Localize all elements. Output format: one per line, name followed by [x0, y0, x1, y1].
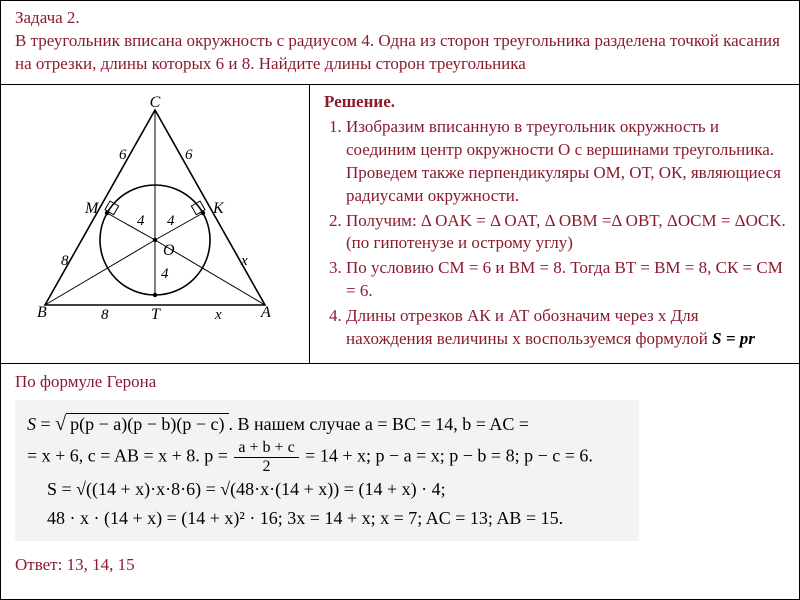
solution-list: Изобразим вписанную в треугольник окружн… — [324, 116, 787, 351]
problem-text: В треугольник вписана окружность с радиу… — [15, 31, 780, 73]
heron-line2-pre: = x + 6, c = AB = x + 8. p = — [27, 446, 232, 466]
problem-cell: Задача 2. В треугольник вписана окружнос… — [1, 1, 799, 85]
solution-step-3: По условию СМ = 6 и ВМ = 8. Тогда ВТ = В… — [346, 257, 787, 303]
point-m-label: M — [84, 200, 100, 217]
seg-cm: 6 — [119, 147, 127, 163]
solution-step-4-text: Длины отрезков АК и АТ обозначим через х… — [346, 306, 708, 348]
heron-cell: По формуле Герона S = √p(p − a)(p − b)(p… — [1, 364, 799, 585]
solution-title: Решение. — [324, 91, 787, 114]
worksheet-page: Задача 2. В треугольник вписана окружнос… — [0, 0, 800, 600]
center-o-label: O — [163, 242, 175, 259]
heron-frac-den: 2 — [234, 458, 298, 475]
vertex-c-label: C — [150, 95, 161, 111]
heron-line-3: S = √((14 + x)·x·8·6) = √(48·x·(14 + x))… — [27, 475, 627, 504]
seg-at: x — [214, 307, 222, 323]
solution-step-2: Получим: Δ OAK = Δ OAT, Δ OBM =Δ OBT, ΔO… — [346, 210, 787, 256]
seg-ck: 6 — [185, 147, 193, 163]
heron-line-2: = x + 6, c = AB = x + 8. p = a + b + c 2… — [27, 440, 627, 475]
seg-bm: 8 — [61, 253, 69, 269]
solution-step-4: Длины отрезков АК и АТ обозначим через х… — [346, 305, 787, 351]
heron-line1-post: . В нашем случае a = BC = 14, b = AC = — [229, 414, 530, 434]
diagram-solution-row: C B A O M K T 6 6 8 8 x x 4 4 4 Решение. — [1, 85, 799, 364]
problem-title: Задача 2. — [15, 7, 785, 30]
answer-line: Ответ: 13, 14, 15 — [15, 555, 785, 575]
triangle-diagram: C B A O M K T 6 6 8 8 x x 4 4 4 — [25, 95, 285, 325]
radius-1: 4 — [137, 213, 145, 229]
heron-line2-post: = 14 + x; p − a = x; p − b = 8; p − c = … — [305, 446, 593, 466]
heron-formula-block: S = √p(p − a)(p − b)(p − c). В нашем слу… — [15, 400, 639, 541]
heron-root: p(p − a)(p − b)(p − c) — [66, 413, 228, 434]
heron-line-4: 48 · x · (14 + x) = (14 + x)² · 16; 3x =… — [27, 504, 627, 533]
vertex-b-label: B — [37, 304, 47, 321]
solution-cell: Решение. Изобразим вписанную в треугольн… — [310, 85, 799, 364]
vertex-a-label: A — [260, 304, 271, 321]
heron-header: По формуле Герона — [15, 372, 785, 392]
solution-step-1: Изобразим вписанную в треугольник окружн… — [346, 116, 787, 208]
seg-bt: 8 — [101, 307, 109, 323]
heron-fraction: a + b + c 2 — [232, 440, 300, 475]
point-t-label: T — [151, 306, 161, 323]
diagram-cell: C B A O M K T 6 6 8 8 x x 4 4 4 — [1, 85, 310, 364]
heron-frac-num: a + b + c — [234, 440, 298, 458]
point-k-label: K — [212, 200, 225, 217]
radius-3: 4 — [161, 266, 169, 282]
radius-2: 4 — [167, 213, 175, 229]
solution-formula: S = pr — [712, 329, 755, 348]
heron-line-1: S = √p(p − a)(p − b)(p − c). В нашем слу… — [27, 408, 627, 440]
seg-ak: x — [240, 253, 248, 269]
